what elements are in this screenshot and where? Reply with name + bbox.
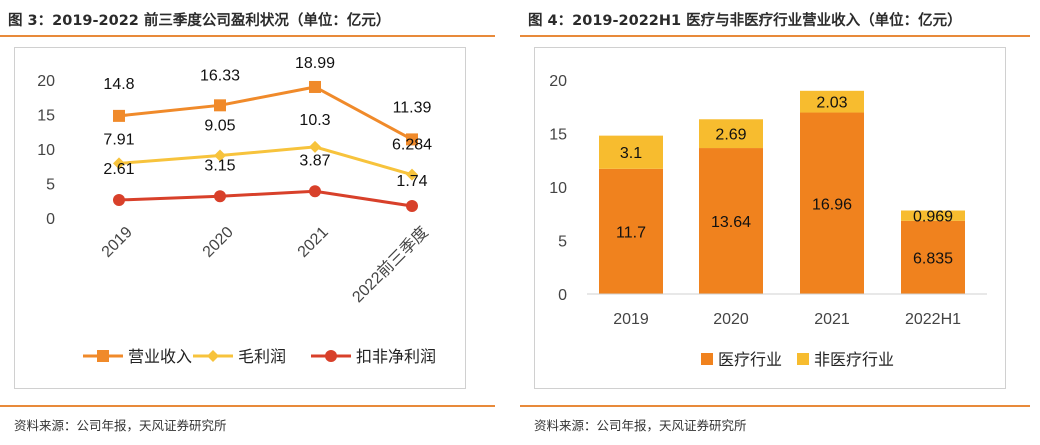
y-tick-label: 0 <box>558 287 567 304</box>
revenue-point <box>309 80 321 93</box>
data-label: 3.87 <box>299 152 330 169</box>
medical-bar <box>699 148 763 294</box>
gross-profit-point <box>113 157 125 170</box>
line-chart-frame: 0 5 10 15 20 2019 2020 2021 2022前三季度 14.8 16.33 18.… <box>14 47 466 389</box>
nonmedical-bar <box>599 135 663 169</box>
legend-gross-marker <box>207 350 219 362</box>
x-tick-label: 2022H1 <box>905 311 961 328</box>
data-label: 1.74 <box>396 173 427 190</box>
data-label: 3.15 <box>204 157 235 174</box>
medical-bar <box>599 168 663 294</box>
legend-swatch <box>797 353 809 365</box>
medical-bar <box>800 112 864 294</box>
nonmedical-bar <box>800 90 864 113</box>
legend-label: 非医疗行业 <box>814 351 894 369</box>
left-bottom-rule <box>0 405 495 407</box>
right-bottom-rule <box>520 405 1030 407</box>
bar-chart: 0 5 10 15 20 2019 2020 2021 2022H1 11.7 3.1 13.64 2.… <box>549 73 987 369</box>
legend-label: 毛利润 <box>238 348 286 366</box>
x-tick-label: 2020 <box>200 224 237 261</box>
net-profit-point <box>309 185 321 198</box>
x-tick-label: 2019 <box>99 224 136 261</box>
y-tick-label: 5 <box>558 234 567 251</box>
series-line-1 <box>118 85 413 141</box>
gross-profit-point <box>214 149 226 162</box>
net-profit-point <box>214 190 226 203</box>
nonmedical-value-label: 2.69 <box>715 127 746 144</box>
legend-label: 扣非净利润 <box>356 348 436 366</box>
data-label: 14.8 <box>103 76 134 93</box>
revenue-point <box>113 109 125 122</box>
medical-value-label: 16.96 <box>812 196 852 213</box>
series-line-2 <box>118 145 413 177</box>
y-tick-label: 20 <box>37 73 55 90</box>
nonmedical-bar <box>901 210 965 221</box>
medical-bar <box>901 220 965 294</box>
series-line-3 <box>118 189 413 208</box>
x-tick-label: 2021 <box>295 224 332 261</box>
medical-value-label: 13.64 <box>711 214 751 231</box>
legend-label: 营业收入 <box>128 348 192 366</box>
nonmedical-value-label: 0.969 <box>913 209 953 226</box>
net-profit-point <box>406 199 418 212</box>
nonmedical-value-label: 3.1 <box>620 145 642 162</box>
data-label: 10.3 <box>299 112 330 129</box>
left-source-note: 资料来源：公司年报，天风证券研究所 <box>14 418 227 433</box>
revenue-point <box>406 133 418 146</box>
right-source-note: 资料来源：公司年报，天风证券研究所 <box>534 418 747 433</box>
data-label: 9.05 <box>204 118 235 135</box>
medical-value-label: 6.835 <box>913 250 953 267</box>
data-label: 2.61 <box>103 161 134 178</box>
nonmedical-bar <box>699 119 763 149</box>
legend-net-marker <box>325 350 337 362</box>
bar-chart-frame: 0 5 10 15 20 2019 2020 2021 2022H1 11.7 3.1 13.64 2.… <box>534 47 1006 389</box>
y-tick-label: 10 <box>37 142 55 159</box>
line-chart: 0 5 10 15 20 2019 2020 2021 2022前三季度 14.8 16.33 18.… <box>37 55 436 366</box>
y-tick-label: 5 <box>46 177 55 194</box>
data-label: 18.99 <box>295 55 335 72</box>
gross-profit-point <box>309 140 321 153</box>
medical-value-label: 11.7 <box>616 224 646 241</box>
x-tick-label: 2020 <box>713 311 749 328</box>
x-tick-label: 2021 <box>814 311 850 328</box>
data-label: 7.91 <box>103 131 134 148</box>
legend-swatch <box>701 353 713 365</box>
legend-revenue-marker <box>97 350 109 362</box>
legend-label: 医疗行业 <box>718 351 782 369</box>
gross-profit-point <box>406 168 418 181</box>
right-top-rule <box>520 35 1030 37</box>
y-tick-label: 15 <box>549 127 567 144</box>
data-label: 6.284 <box>392 137 432 154</box>
y-tick-label: 0 <box>46 211 55 228</box>
nonmedical-value-label: 2.03 <box>816 95 847 112</box>
data-label: 16.33 <box>200 67 240 84</box>
y-tick-label: 20 <box>549 73 567 90</box>
left-panel: 图 3：2019-2022 前三季度公司盈利状况（单位：亿元） 0 5 10 15 20… <box>0 0 495 445</box>
data-label: 11.39 <box>393 99 432 116</box>
left-chart-title: 图 3：2019-2022 前三季度公司盈利状况（单位：亿元） <box>8 13 391 29</box>
x-tick-label: 2019 <box>613 311 649 328</box>
left-top-rule <box>0 35 495 37</box>
revenue-point <box>214 99 226 112</box>
right-chart-title: 图 4：2019-2022H1 医疗与非医疗行业营业收入（单位：亿元） <box>528 13 962 29</box>
net-profit-point <box>113 193 125 206</box>
y-tick-label: 15 <box>37 108 55 125</box>
x-tick-label: 2022前三季度 <box>349 223 432 306</box>
y-tick-label: 10 <box>549 180 567 197</box>
right-panel: 图 4：2019-2022H1 医疗与非医疗行业营业收入（单位：亿元） 0 5 10… <box>520 0 1030 445</box>
